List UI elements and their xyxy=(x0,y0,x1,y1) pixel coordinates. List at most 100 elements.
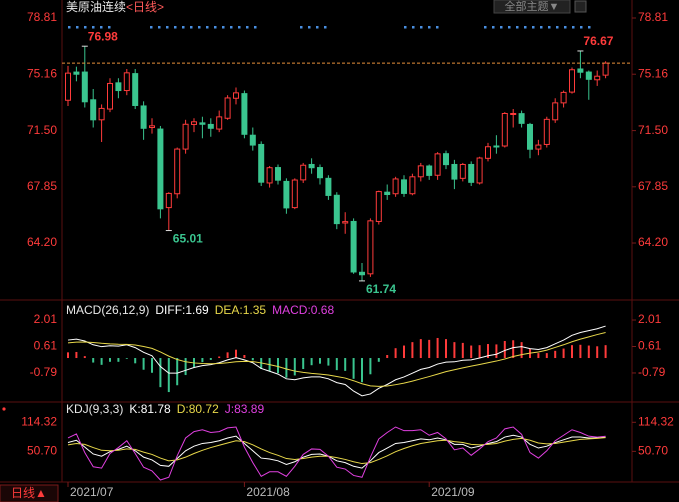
theme-button[interactable]: 全部主题▼ xyxy=(505,0,560,13)
macd-bar xyxy=(403,345,405,359)
theme-button-box[interactable] xyxy=(493,0,571,14)
macd-bar xyxy=(604,345,607,359)
high-label: 76.98 xyxy=(88,29,118,43)
macd-bar xyxy=(554,350,557,359)
candle-body xyxy=(476,157,483,184)
candle-body xyxy=(115,82,122,92)
candle-body xyxy=(224,97,231,119)
y-tick-label-right: 64.20 xyxy=(638,235,668,249)
event-marker xyxy=(108,26,111,29)
event-marker xyxy=(404,26,407,29)
event-marker xyxy=(150,26,153,29)
macd-bar xyxy=(419,339,422,359)
candle-body xyxy=(552,102,559,121)
macd-bar xyxy=(83,356,86,359)
macd-bar xyxy=(176,358,179,386)
candle-body xyxy=(333,194,340,225)
macd-bar xyxy=(327,358,330,366)
macd-bar xyxy=(587,345,590,359)
event-marker xyxy=(214,26,217,29)
macd-bar xyxy=(428,339,431,359)
candle-body xyxy=(65,72,71,101)
candle-body xyxy=(417,165,424,178)
candle-body xyxy=(199,122,206,125)
event-marker xyxy=(316,26,319,29)
macd-bar xyxy=(495,344,498,359)
macd-bar xyxy=(377,358,380,362)
candle-body xyxy=(98,107,105,121)
candle-body xyxy=(325,177,332,196)
macd-bar xyxy=(142,358,145,370)
event-marker xyxy=(524,26,527,29)
legend-name: DIFF: xyxy=(155,303,185,317)
event-marker xyxy=(222,26,225,29)
x-tick-label: 2021/09 xyxy=(431,485,475,499)
macd-bar xyxy=(352,358,355,379)
macd-bar xyxy=(277,358,279,374)
candle-body xyxy=(107,82,113,110)
event-marker xyxy=(324,26,327,29)
macd-bar xyxy=(319,358,321,364)
candle-body xyxy=(300,164,307,181)
event-marker xyxy=(572,26,575,29)
event-marker xyxy=(500,26,503,29)
candle-body xyxy=(409,176,416,195)
candle-body xyxy=(510,112,517,115)
candle-body xyxy=(291,179,298,209)
legend-value: 80.72 xyxy=(189,402,219,416)
period-button[interactable]: 日线▲ xyxy=(11,486,47,500)
macd-bar xyxy=(167,358,170,393)
candle-body xyxy=(165,192,172,209)
macd-bar xyxy=(470,345,473,359)
event-marker xyxy=(436,26,439,29)
x-tick-label: 2021/08 xyxy=(246,485,290,499)
candle-body xyxy=(249,134,256,146)
event-marker xyxy=(206,26,209,29)
macd-bar xyxy=(201,358,204,363)
macd-bar xyxy=(92,358,95,363)
event-marker xyxy=(420,26,423,29)
legend-name: K: xyxy=(129,402,140,416)
candle-body xyxy=(157,128,164,210)
settings-icon[interactable] xyxy=(574,0,587,13)
y-tick-label: 0.61 xyxy=(34,339,58,353)
legend-value: 1.35 xyxy=(243,303,267,317)
event-marker xyxy=(588,26,591,29)
event-marker xyxy=(428,26,431,29)
period-button-box[interactable] xyxy=(0,484,59,502)
event-marker xyxy=(412,26,415,29)
candle-body xyxy=(317,167,323,179)
macd-bar xyxy=(209,358,212,360)
y-tick-label: 67.85 xyxy=(27,179,57,193)
macd-bar xyxy=(100,358,103,365)
legend-name: D: xyxy=(177,402,189,416)
event-marker xyxy=(238,26,241,29)
macd-bar xyxy=(596,346,599,359)
event-marker xyxy=(308,26,311,29)
macd-bar xyxy=(285,358,288,378)
event-marker xyxy=(564,26,567,29)
event-marker xyxy=(254,26,257,29)
low-label: 61.74 xyxy=(366,282,396,296)
candle-body xyxy=(527,123,533,150)
macd-bar xyxy=(445,339,447,359)
panel-title: KDJ(9,3,3) xyxy=(66,402,123,416)
macd-bar xyxy=(453,342,456,359)
event-marker xyxy=(190,26,193,29)
legend-name: DEA: xyxy=(215,303,243,317)
event-marker xyxy=(198,26,201,29)
panel-legend: MACD(26,12,9) DIFF:1.69 DEA:1.35 MACD:0.68 xyxy=(66,303,334,317)
y-tick-label-right: 50.70 xyxy=(638,444,668,458)
candle-body xyxy=(308,163,315,169)
candle-body xyxy=(594,75,601,81)
y-tick-label: 114.32 xyxy=(21,414,57,428)
macd-bar xyxy=(537,353,540,359)
legend-value: 0.68 xyxy=(311,303,335,317)
candle-body xyxy=(434,153,441,176)
y-tick-label: 71.50 xyxy=(27,123,57,137)
candle-body xyxy=(560,91,567,104)
macd-bar xyxy=(394,348,397,359)
candle-body xyxy=(216,116,223,130)
macd-bar xyxy=(386,354,389,359)
